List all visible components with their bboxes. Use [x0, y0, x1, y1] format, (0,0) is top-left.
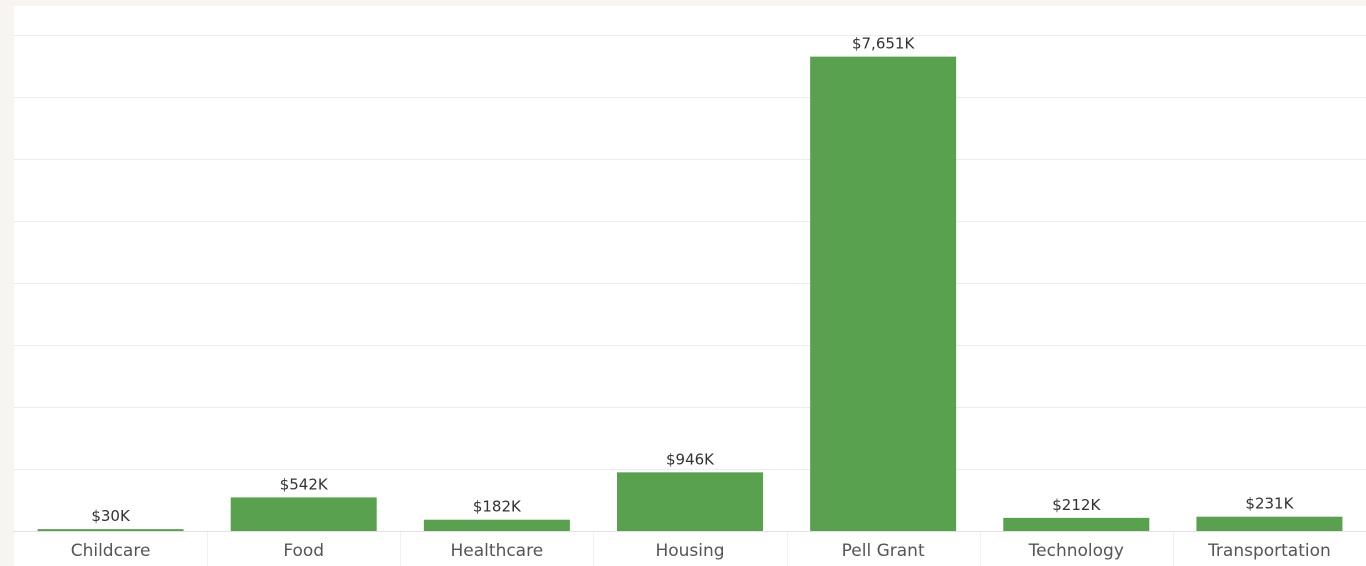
- data-label: $182K: [473, 498, 522, 516]
- bar-pell-grant[interactable]: [810, 56, 957, 531]
- x-tick-label: Technology: [1028, 541, 1124, 561]
- data-label: $542K: [280, 475, 329, 493]
- x-tick-label: Pell Grant: [842, 541, 925, 561]
- x-tick-label: Food: [283, 541, 324, 561]
- bar-childcare[interactable]: [37, 529, 184, 531]
- data-label: $946K: [666, 450, 715, 468]
- x-tick-label: Transportation: [1207, 541, 1331, 561]
- bar-housing[interactable]: [617, 472, 763, 531]
- bar-food[interactable]: [230, 497, 377, 531]
- data-label: $231K: [1245, 495, 1294, 513]
- bar-healthcare[interactable]: [423, 519, 570, 531]
- x-tick-label: Housing: [655, 541, 724, 561]
- x-tick-label: Childcare: [71, 541, 151, 561]
- data-label: $212K: [1052, 496, 1101, 514]
- bar-transportation[interactable]: [1196, 516, 1343, 531]
- data-label: $30K: [91, 507, 131, 525]
- x-tick-label: Healthcare: [451, 541, 544, 561]
- data-label: $7,651K: [852, 35, 915, 53]
- bar-technology[interactable]: [1003, 517, 1150, 531]
